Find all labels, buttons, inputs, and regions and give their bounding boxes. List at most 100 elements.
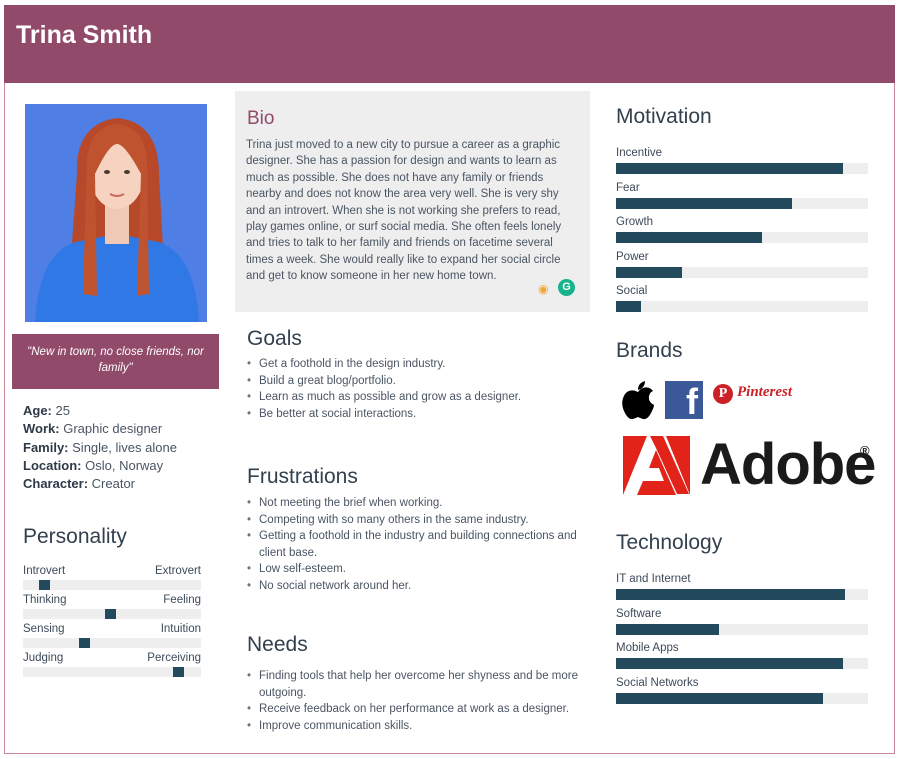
technology-bar: Social Networks — [616, 677, 868, 712]
scale-marker — [172, 667, 184, 677]
adobe-wordmark: Adobe — [700, 432, 876, 497]
bar-track — [616, 623, 868, 635]
persona-facts: Age: 25 Work: Graphic designer Family: S… — [23, 402, 177, 493]
fact-character: Character: Creator — [23, 475, 177, 493]
fact-value: Single, lives alone — [72, 439, 177, 455]
motivation-bars: Incentive Fear Growth Power Social — [616, 147, 868, 320]
bar-fill — [616, 692, 823, 704]
bar-label: Mobile Apps — [616, 642, 679, 654]
bar-track — [616, 163, 868, 174]
persona-photo — [25, 104, 207, 322]
persona-quote: "New in town, no close friends, nor fami… — [12, 334, 219, 389]
scale-track — [23, 609, 201, 619]
scale-track — [23, 638, 201, 648]
facebook-logo-icon: f — [665, 381, 703, 422]
personality-scale: Judging Perceiving — [23, 652, 201, 681]
bar-fill — [616, 266, 682, 278]
bio-title: Bio — [247, 108, 275, 129]
motivation-title: Motivation — [616, 105, 712, 128]
fact-value: Creator — [91, 476, 136, 492]
list-item: Get a foothold in the design industry. — [247, 356, 587, 373]
personality-scale: Sensing Intuition — [23, 623, 201, 652]
bar-fill — [616, 589, 846, 600]
bio-text: Trina just moved to a new city to pursue… — [246, 139, 562, 283]
fact-label: Age: — [23, 403, 52, 418]
bar-track — [616, 658, 868, 669]
apple-logo-icon — [622, 381, 654, 420]
pinterest-letter: P — [718, 386, 728, 401]
motivation-bar: Growth — [616, 216, 868, 251]
fact-label: Character: — [23, 476, 89, 492]
motivation-bar: Fear — [616, 182, 868, 217]
fact-value: Oslo, Norway — [85, 457, 164, 473]
bar-track — [616, 266, 868, 278]
bar-fill — [616, 197, 793, 209]
scale-marker — [105, 609, 117, 619]
bar-label: Incentive — [616, 147, 663, 159]
bar-track — [616, 197, 868, 209]
bar-fill — [616, 658, 843, 669]
list-item: Competing with so many others in the sam… — [247, 512, 577, 529]
list-item: Getting a foothold in the industry and b… — [247, 528, 577, 561]
fact-work: Work: Graphic designer — [23, 420, 177, 438]
persona-name: Trina Smith — [16, 21, 153, 49]
facebook-letter: f — [686, 381, 698, 422]
bar-label: Growth — [616, 216, 654, 228]
goals-title: Goals — [247, 327, 302, 350]
bar-label: Power — [616, 250, 649, 263]
bar-track — [616, 589, 868, 600]
personality-title: Personality — [23, 525, 127, 548]
adobe-logo-icon — [623, 436, 690, 495]
pinterest-wordmark: Pinterest — [737, 384, 792, 400]
scale-right-label: Intuition — [160, 623, 201, 635]
scale-track — [23, 667, 201, 677]
handshake-icon[interactable]: ◉ — [538, 282, 549, 296]
portrait-illustration — [25, 104, 207, 322]
bar-fill — [616, 623, 720, 635]
frustrations-list: Not meeting the brief when working. Comp… — [247, 495, 577, 594]
goals-list: Get a foothold in the design industry. B… — [247, 356, 587, 422]
scale-right-label: Extrovert — [154, 565, 201, 577]
needs-title: Needs — [247, 633, 308, 656]
frustrations-title: Frustrations — [247, 465, 358, 488]
scale-left-label: Thinking — [23, 594, 67, 606]
technology-title: Technology — [616, 531, 723, 554]
scale-left-label: Introvert — [23, 565, 66, 577]
scale-marker — [39, 580, 51, 590]
bar-fill — [616, 163, 843, 174]
scale-right-label: Feeling — [163, 594, 201, 606]
motivation-bar: Incentive — [616, 147, 868, 182]
list-item: Improve communication skills. — [247, 718, 587, 735]
bar-fill — [616, 301, 642, 312]
scale-marker — [78, 638, 90, 648]
technology-bar: IT and Internet — [616, 573, 868, 608]
personality-scales: Introvert Extrovert Thinking Feeling Sen… — [23, 565, 201, 681]
header-banner: Trina Smith — [4, 5, 895, 83]
pinterest-logo-icon: P — [713, 384, 733, 404]
list-item: Low self-esteem. — [247, 561, 577, 578]
bar-label: Software — [616, 607, 662, 620]
personality-scale: Introvert Extrovert — [23, 565, 201, 594]
fact-age: Age: 25 — [23, 402, 177, 420]
scale-left-label: Judging — [23, 652, 64, 664]
bar-track — [616, 692, 868, 704]
fact-value: 25 — [55, 403, 70, 418]
grammarly-icon[interactable]: G — [558, 279, 575, 296]
bar-label: Social — [616, 285, 648, 297]
fact-location: Location: Oslo, Norway — [23, 457, 177, 475]
scale-left-label: Sensing — [23, 623, 65, 635]
scale-track — [23, 580, 201, 590]
bar-fill — [616, 232, 763, 243]
list-item: Build a great blog/portfolio. — [247, 373, 587, 390]
needs-list: Finding tools that help her overcome her… — [247, 668, 587, 734]
list-item: Learn as much as possible and grow as a … — [247, 389, 587, 406]
technology-bar: Software — [616, 608, 868, 643]
list-item: Be better at social interactions. — [247, 406, 587, 423]
bar-track — [616, 301, 868, 312]
list-item: No social network around her. — [247, 578, 577, 595]
technology-bars: IT and Internet Software Mobile Apps Soc… — [616, 573, 868, 711]
fact-family: Family: Single, lives alone — [23, 439, 177, 457]
bar-track — [616, 232, 868, 243]
scale-right-label: Perceiving — [147, 652, 201, 664]
motivation-bar: Power — [616, 251, 868, 286]
